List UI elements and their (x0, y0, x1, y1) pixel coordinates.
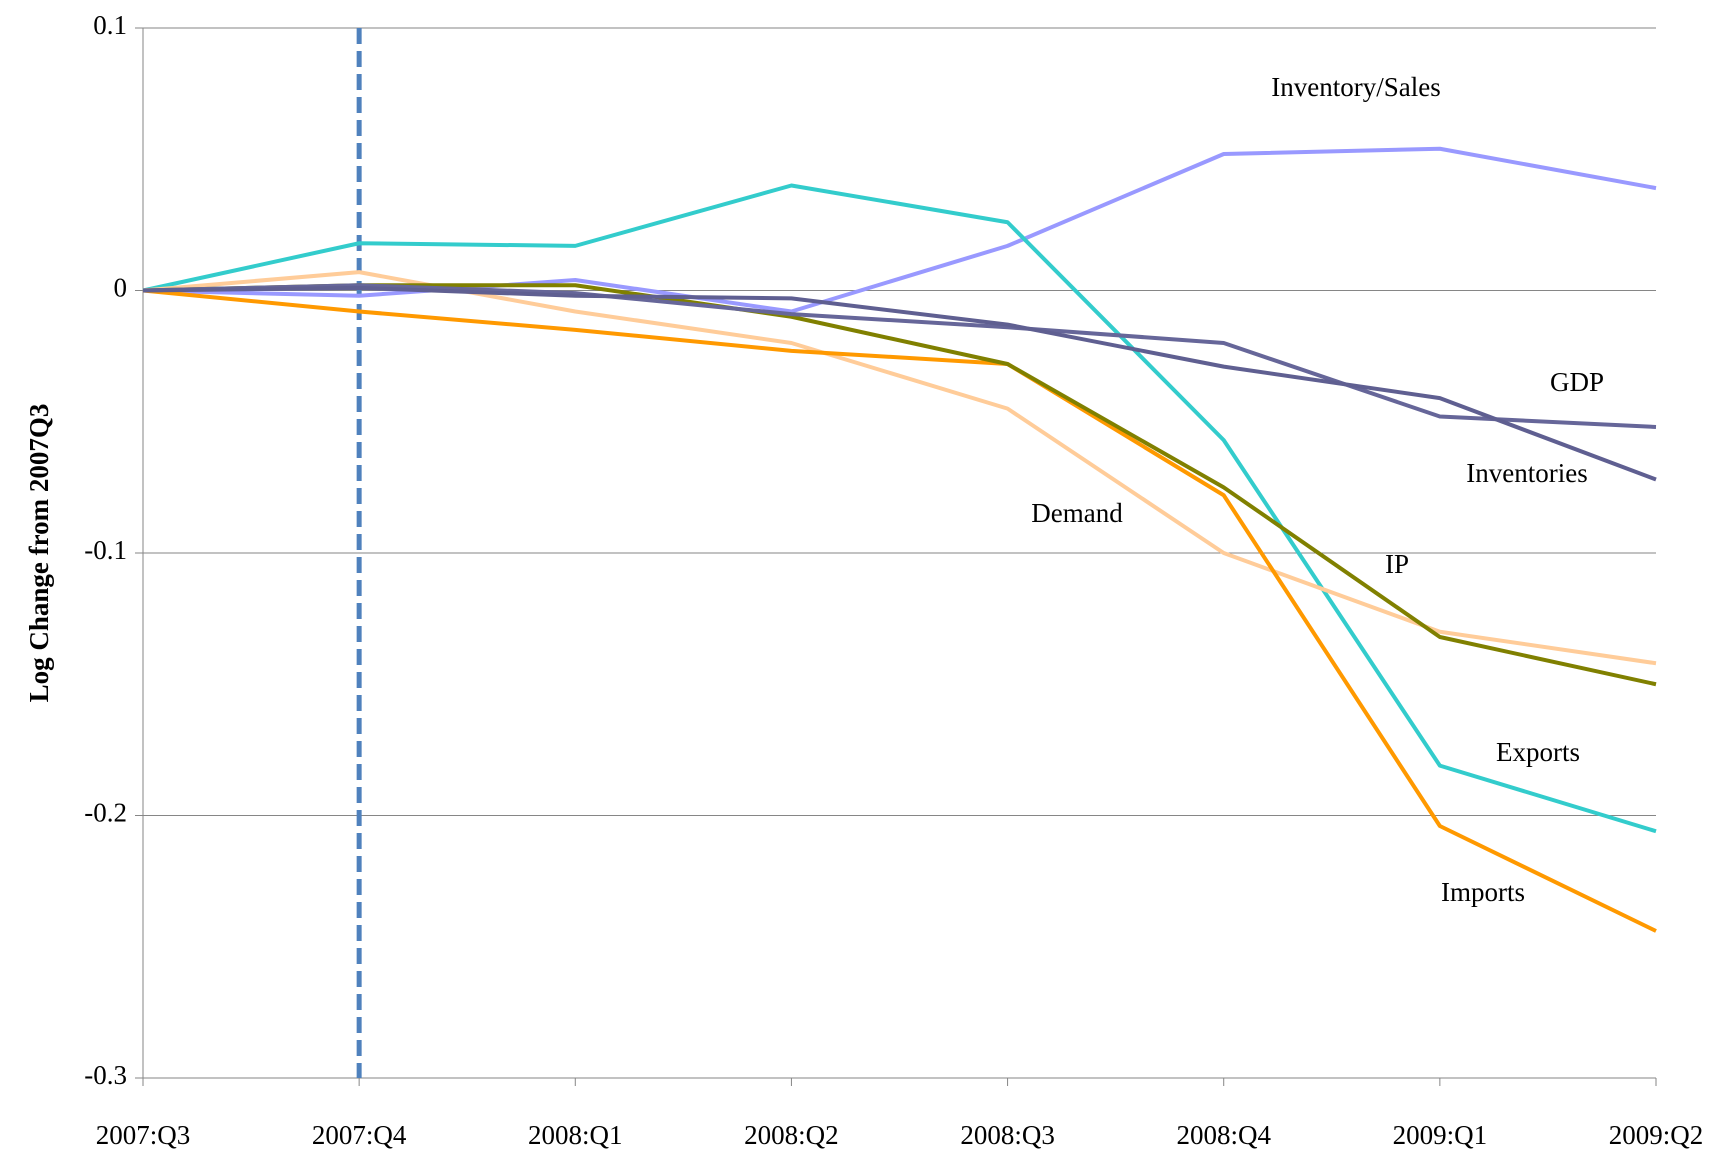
series-label: Exports (1496, 737, 1580, 767)
x-tick-label: 2007:Q4 (312, 1120, 407, 1150)
y-axis-title: Log Change from 2007Q3 (24, 404, 54, 703)
x-tick-label: 2009:Q1 (1393, 1120, 1488, 1150)
series-line (142, 146, 1657, 314)
series-line (142, 283, 1657, 687)
series-label: GDP (1550, 367, 1604, 397)
series-line (142, 183, 1657, 834)
x-tick-label: 2009:Q2 (1609, 1120, 1704, 1150)
y-tick-label: -0.1 (84, 535, 127, 565)
series-line (142, 288, 1657, 933)
series-line (142, 285, 1657, 482)
y-tick-label: 0.1 (93, 10, 127, 40)
x-tick-label: 2008:Q4 (1176, 1120, 1271, 1150)
series-label: Inventories (1466, 458, 1587, 488)
series-label: Imports (1441, 877, 1525, 907)
y-tick-label: -0.3 (84, 1060, 127, 1090)
x-tick-label: 2007:Q3 (96, 1120, 191, 1150)
series-label: IP (1385, 549, 1409, 579)
y-tick-label: 0 (114, 273, 128, 303)
x-tick-label: 2008:Q3 (960, 1120, 1055, 1150)
series-label: Demand (1031, 498, 1123, 528)
series-line (142, 270, 1657, 666)
y-tick-label: -0.2 (84, 798, 127, 828)
series-label: Inventory/Sales (1271, 72, 1440, 102)
x-tick-label: 2008:Q1 (528, 1120, 623, 1150)
series-line (142, 283, 1657, 429)
x-tick-label: 2008:Q2 (744, 1120, 839, 1150)
